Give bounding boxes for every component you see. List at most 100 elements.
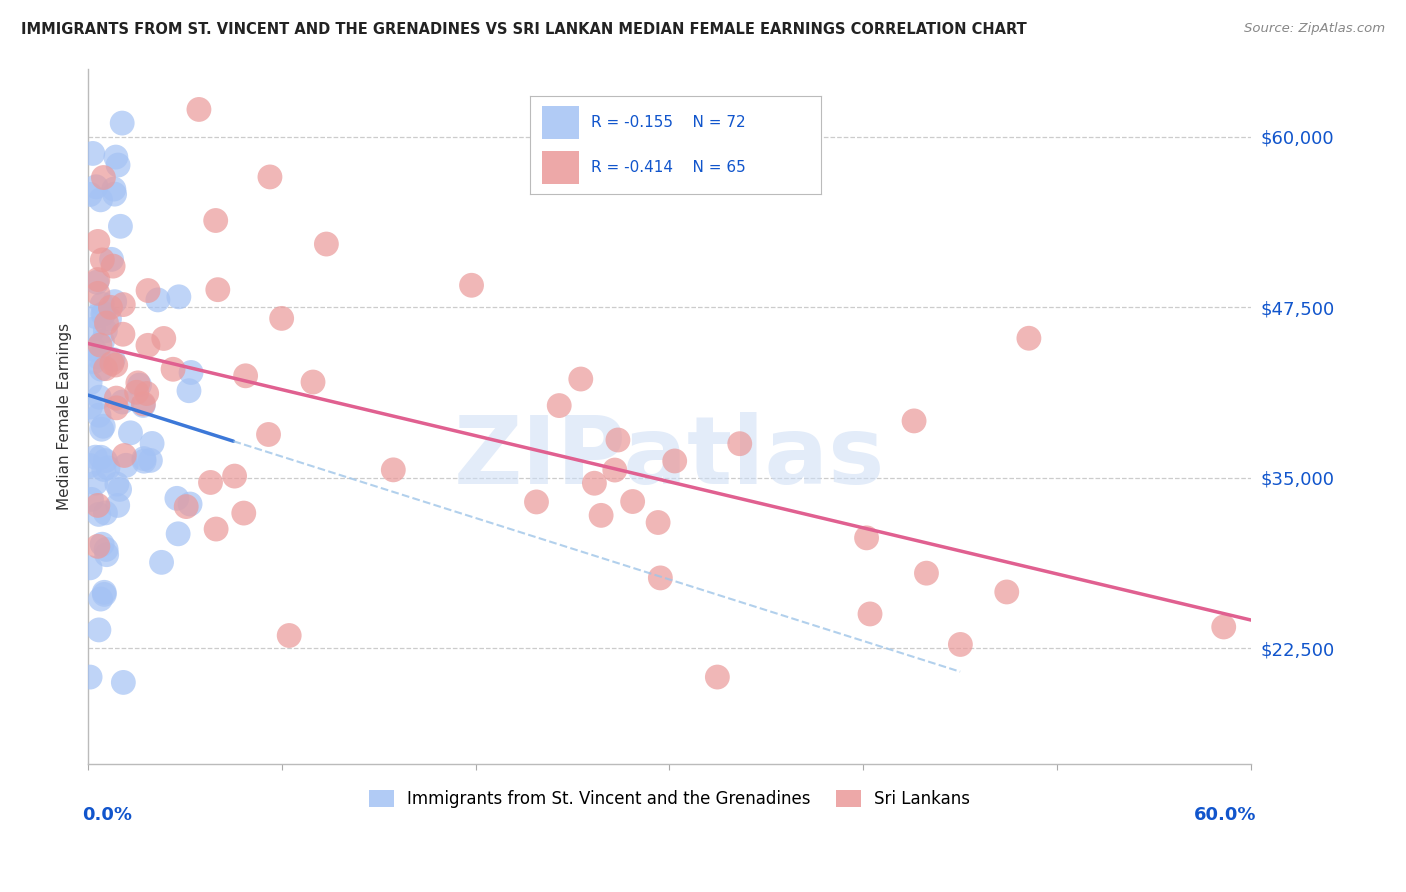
Point	[583, 476, 606, 491]
Point	[87, 499, 110, 513]
Point	[90, 422, 112, 436]
Point	[91, 252, 114, 267]
Point	[136, 338, 159, 352]
Point	[949, 637, 972, 651]
Point	[177, 384, 200, 398]
Point	[664, 454, 686, 468]
Point	[105, 477, 128, 491]
Point	[915, 566, 938, 581]
Point	[110, 219, 132, 234]
Point	[84, 450, 107, 465]
Point	[150, 555, 173, 569]
Point	[82, 322, 104, 336]
Text: 0.0%: 0.0%	[83, 806, 132, 824]
Point	[232, 506, 254, 520]
Point	[180, 366, 202, 380]
Point	[855, 531, 877, 545]
Point	[903, 414, 925, 428]
Point	[105, 401, 128, 415]
Point	[94, 324, 117, 338]
Point	[167, 526, 190, 541]
Point	[93, 170, 115, 185]
Point	[79, 458, 101, 473]
Point	[90, 450, 112, 465]
Point	[569, 372, 592, 386]
Point	[101, 259, 124, 273]
Point	[84, 179, 107, 194]
Point	[460, 278, 482, 293]
Point	[167, 290, 190, 304]
Point	[104, 150, 127, 164]
Text: Source: ZipAtlas.com: Source: ZipAtlas.com	[1244, 22, 1385, 36]
Point	[98, 311, 121, 326]
Point	[111, 116, 134, 130]
Point	[96, 316, 118, 330]
Point	[93, 462, 115, 476]
Point	[83, 355, 105, 369]
Point	[650, 571, 672, 585]
Point	[107, 499, 129, 513]
Point	[87, 235, 110, 249]
Point	[83, 343, 105, 357]
Point	[162, 362, 184, 376]
Point	[94, 506, 117, 520]
Point	[94, 453, 117, 467]
Point	[91, 307, 114, 321]
Point	[105, 391, 128, 405]
Point	[103, 182, 125, 196]
Point	[152, 331, 174, 345]
Point	[94, 361, 117, 376]
Point	[91, 334, 114, 349]
Point	[111, 327, 134, 342]
Point	[86, 275, 108, 289]
Point	[111, 395, 134, 409]
Point	[101, 356, 124, 370]
Point	[200, 475, 222, 490]
Point	[706, 670, 728, 684]
Point	[91, 419, 114, 434]
Point	[93, 585, 115, 599]
Point	[112, 297, 135, 311]
Point	[859, 607, 882, 621]
Point	[526, 495, 548, 509]
Point	[93, 587, 115, 601]
Point	[302, 375, 325, 389]
Point	[125, 385, 148, 400]
Point	[84, 476, 107, 491]
Point	[139, 453, 162, 467]
Point	[87, 286, 110, 301]
Point	[89, 338, 111, 352]
Point	[80, 492, 103, 507]
Point	[259, 169, 281, 184]
Point	[315, 237, 337, 252]
Point	[115, 458, 138, 473]
Point	[107, 158, 129, 172]
Point	[270, 311, 292, 326]
Point	[128, 378, 150, 392]
Point	[235, 368, 257, 383]
Point	[132, 451, 155, 466]
Point	[94, 542, 117, 557]
Text: IMMIGRANTS FROM ST. VINCENT AND THE GRENADINES VS SRI LANKAN MEDIAN FEMALE EARNI: IMMIGRANTS FROM ST. VINCENT AND THE GREN…	[21, 22, 1026, 37]
Point	[97, 461, 120, 475]
Point	[87, 508, 110, 522]
Point	[224, 469, 246, 483]
Point	[647, 516, 669, 530]
Point	[87, 408, 110, 422]
Point	[79, 376, 101, 390]
Point	[166, 491, 188, 506]
Point	[174, 500, 197, 514]
Point	[179, 497, 201, 511]
Point	[87, 540, 110, 554]
Point	[132, 397, 155, 411]
Point	[127, 376, 149, 390]
Point	[82, 146, 104, 161]
Point	[90, 193, 112, 207]
Point	[621, 494, 644, 508]
Point	[728, 436, 751, 450]
Legend: Immigrants from St. Vincent and the Grenadines, Sri Lankans: Immigrants from St. Vincent and the Gren…	[363, 783, 977, 815]
Point	[90, 592, 112, 607]
Point	[1018, 331, 1040, 345]
Point	[84, 310, 107, 324]
Point	[257, 427, 280, 442]
